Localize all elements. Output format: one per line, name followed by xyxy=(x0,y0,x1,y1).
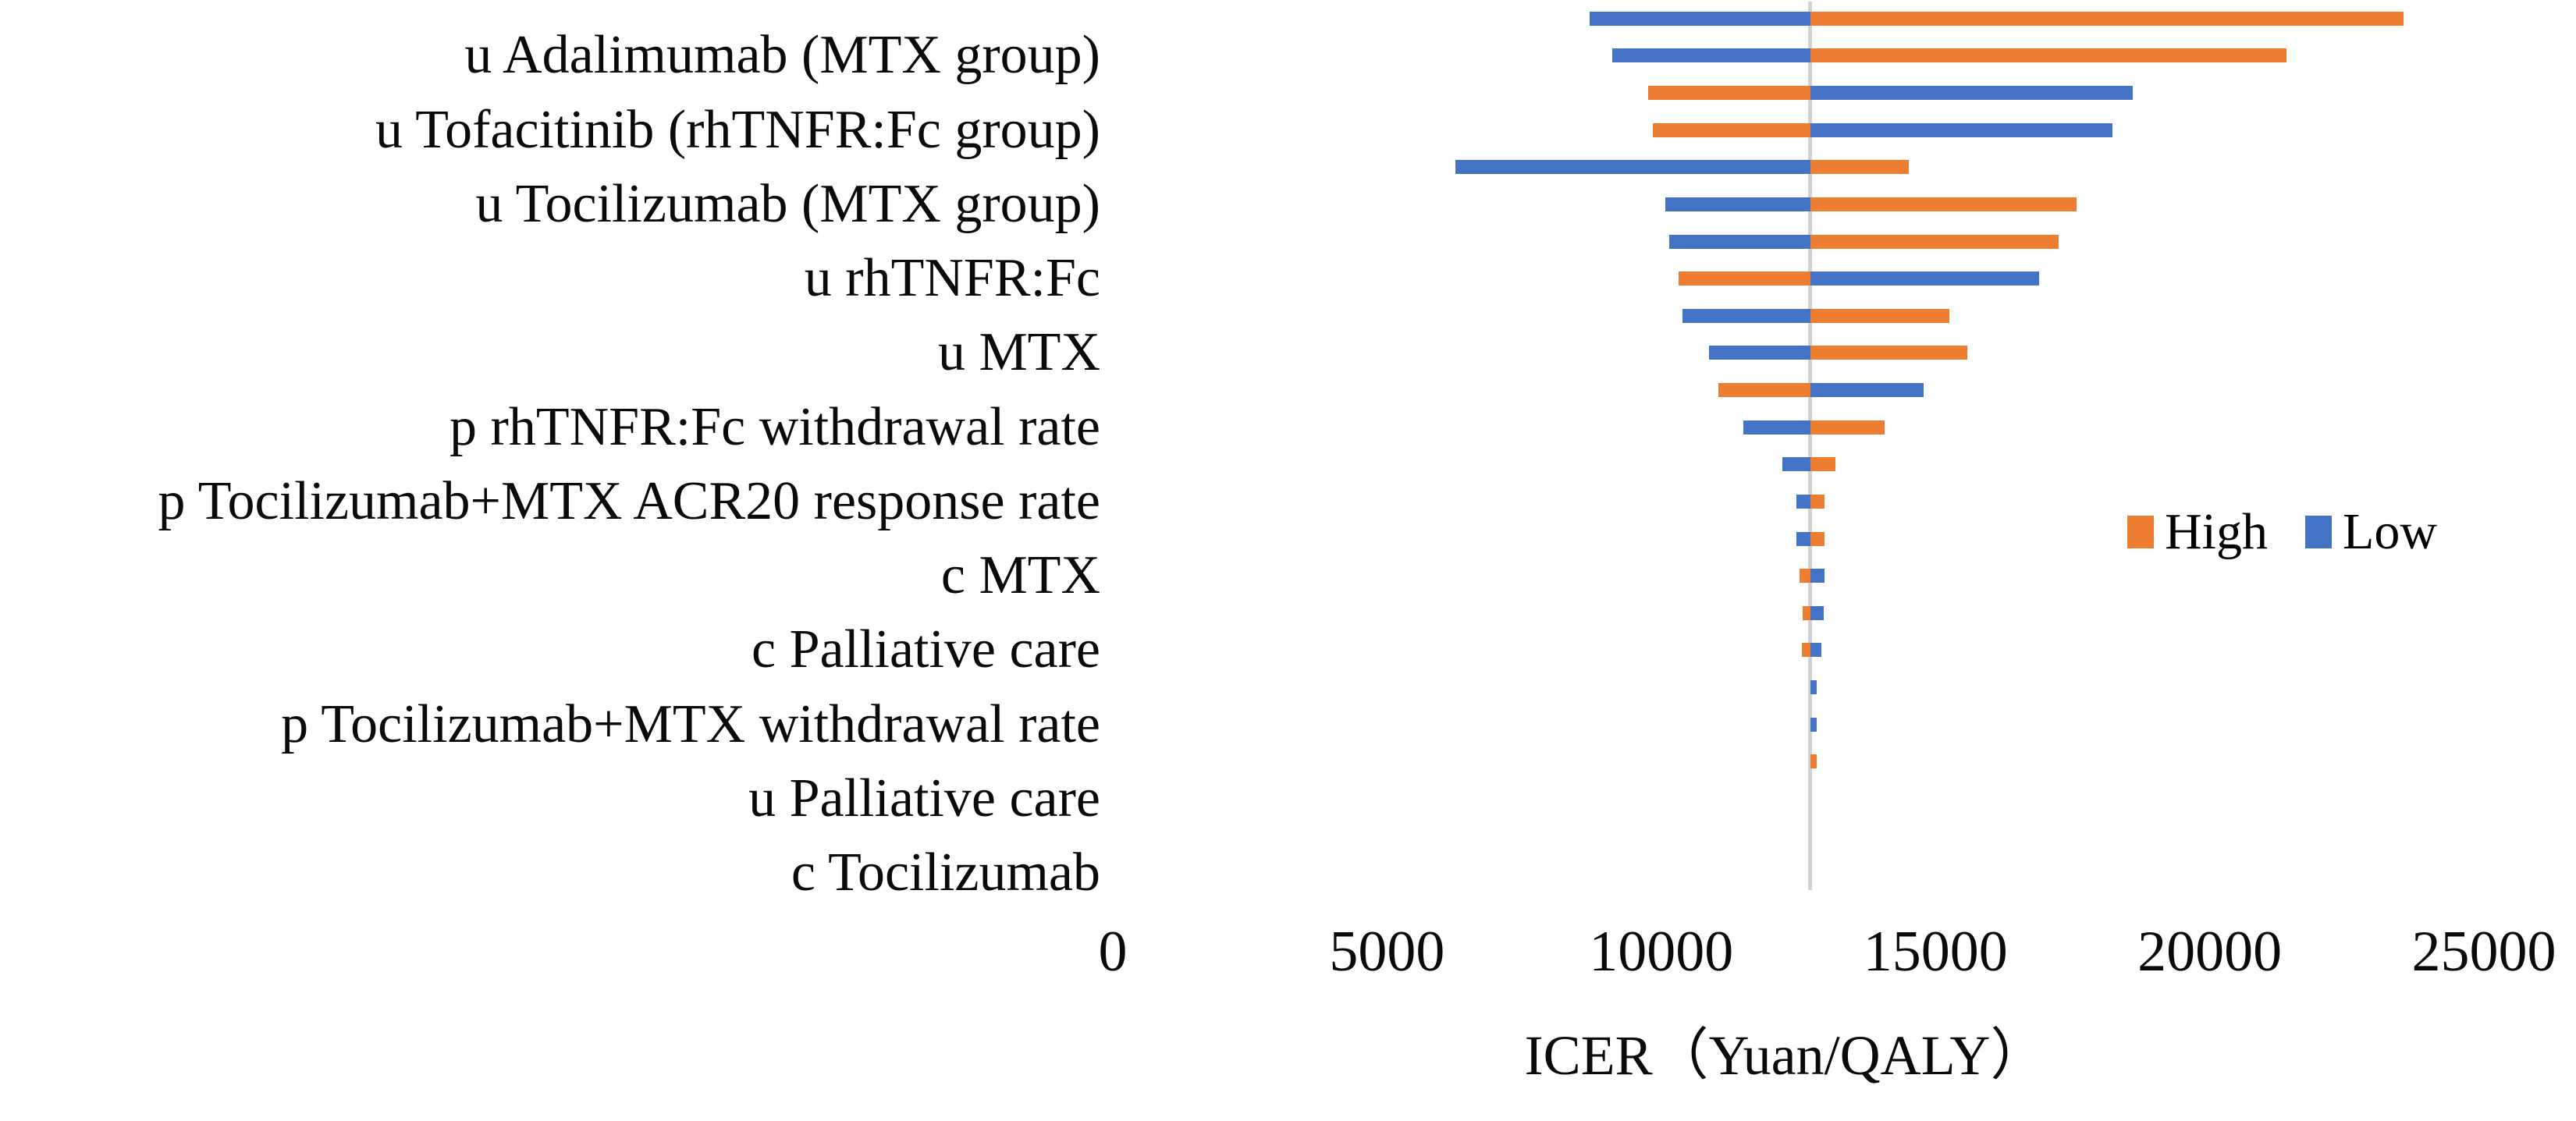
bar-low-row-9 xyxy=(1682,308,1810,323)
bar-low-row-17 xyxy=(1810,605,1824,620)
bar-high-row-6 xyxy=(1810,197,2077,211)
category-label: c Palliative care xyxy=(751,619,1100,680)
bar-high-row-3 xyxy=(1647,86,1810,101)
bar-high-row-7 xyxy=(1810,234,2059,249)
legend-item-low: Low xyxy=(2305,506,2437,558)
legend-swatch-high-icon xyxy=(2127,516,2154,548)
legend-swatch-low-icon xyxy=(2305,516,2332,548)
baseline-line xyxy=(1808,2,1813,890)
bar-high-row-17 xyxy=(1803,605,1810,620)
category-label: u Tofacitinib (rhTNFR:Fc group) xyxy=(375,99,1100,160)
bar-low-row-19 xyxy=(1810,680,1817,695)
bar-high-row-9 xyxy=(1810,308,1950,323)
bar-low-row-14 xyxy=(1796,494,1810,509)
bar-high-row-8 xyxy=(1678,271,1810,286)
bar-high-row-4 xyxy=(1653,122,1810,137)
x-tick-label: 20000 xyxy=(2137,920,2283,984)
x-tick-label: 25000 xyxy=(2411,920,2556,984)
category-label: u MTX xyxy=(937,322,1100,383)
bar-low-row-10 xyxy=(1708,346,1810,360)
bar-low-row-7 xyxy=(1668,234,1810,249)
category-label: p Tocilizumab+MTX withdrawal rate xyxy=(281,694,1100,754)
bar-low-row-6 xyxy=(1665,197,1810,211)
category-label: p rhTNFR:Fc withdrawal rate xyxy=(449,396,1100,457)
bar-low-row-18 xyxy=(1810,643,1821,658)
bar-low-row-4 xyxy=(1810,122,2113,137)
category-label: u Palliative care xyxy=(748,768,1100,828)
bar-low-row-3 xyxy=(1810,86,2134,101)
bar-low-row-16 xyxy=(1810,569,1825,584)
legend-label-high: High xyxy=(2165,503,2268,560)
x-tick-label: 5000 xyxy=(1329,920,1445,984)
category-label: c Tocilizumab xyxy=(791,843,1100,903)
bar-low-row-12 xyxy=(1743,420,1810,435)
legend: High Low xyxy=(2127,506,2437,558)
bar-low-row-11 xyxy=(1810,383,1924,398)
x-tick-label: 15000 xyxy=(1863,920,2008,984)
bar-high-row-10 xyxy=(1810,346,1967,360)
category-label: u rhTNFR:Fc xyxy=(804,248,1100,309)
x-tick-label: 10000 xyxy=(1589,920,1734,984)
bar-high-row-16 xyxy=(1799,569,1810,584)
bar-high-row-11 xyxy=(1718,383,1810,398)
bar-low-row-2 xyxy=(1611,48,1810,63)
bar-low-row-15 xyxy=(1796,531,1810,546)
bar-high-row-14 xyxy=(1810,494,1825,509)
bar-low-row-13 xyxy=(1782,457,1810,472)
bar-high-row-5 xyxy=(1810,160,1910,175)
bar-low-row-20 xyxy=(1810,717,1817,732)
category-label: u Tocilizumab (MTX group) xyxy=(475,173,1100,234)
bar-high-row-18 xyxy=(1802,643,1810,658)
category-label: c MTX xyxy=(940,545,1100,606)
bar-high-row-2 xyxy=(1810,48,2286,63)
bar-high-row-21 xyxy=(1810,754,1817,769)
category-label: p Tocilizumab+MTX ACR20 response rate xyxy=(158,470,1100,531)
bar-high-row-13 xyxy=(1810,457,1836,472)
x-axis-title: ICER（Yuan/QALY） xyxy=(1524,1024,2047,1087)
legend-item-high: High xyxy=(2127,506,2268,558)
bar-low-row-1 xyxy=(1590,11,1810,26)
legend-label-low: Low xyxy=(2343,503,2437,560)
bar-low-row-5 xyxy=(1455,160,1810,175)
bar-low-row-8 xyxy=(1810,271,2040,286)
x-tick-label: 0 xyxy=(1098,920,1128,984)
bar-high-row-12 xyxy=(1810,420,1885,435)
category-label: u Adalimumab (MTX group) xyxy=(464,25,1100,86)
bar-high-row-15 xyxy=(1810,531,1825,546)
bar-high-row-1 xyxy=(1810,11,2404,26)
